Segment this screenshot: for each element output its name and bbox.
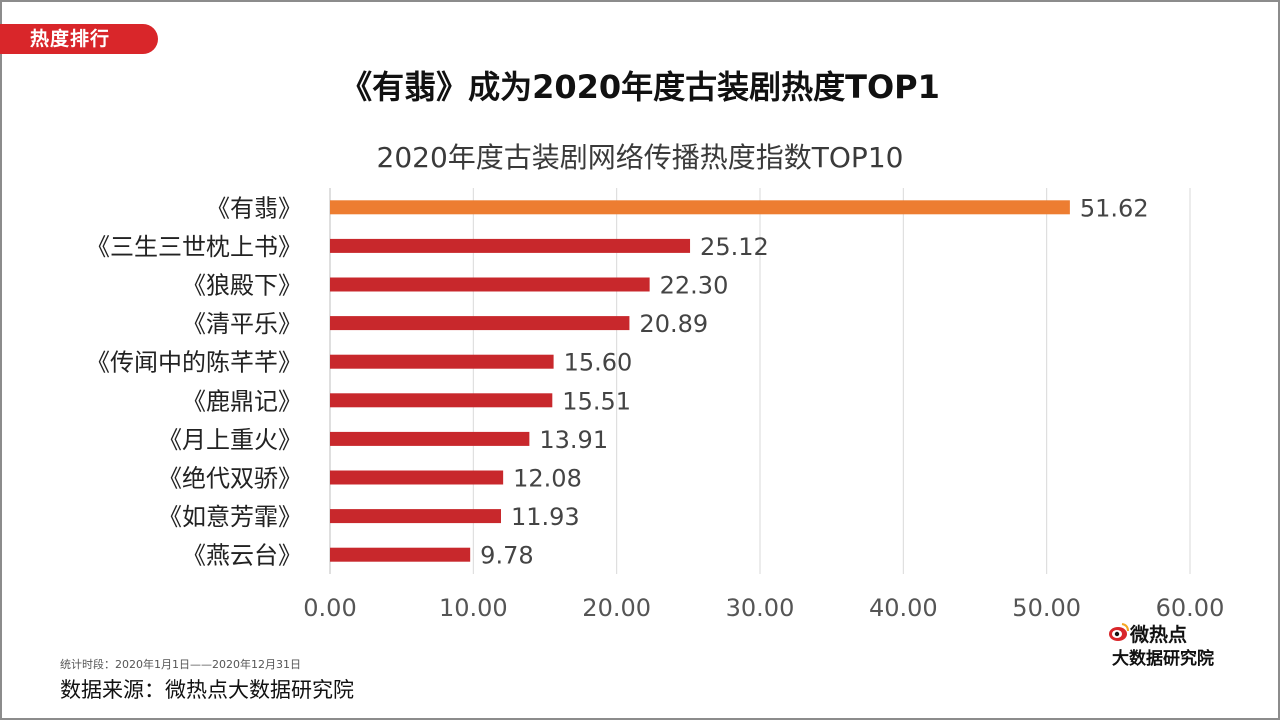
data-label: 13.91 [539,426,608,454]
data-source: 数据来源：微热点大数据研究院 [60,678,354,702]
data-label: 51.62 [1080,194,1149,222]
data-label: 20.89 [639,310,708,338]
headline: 《有翡》成为2020年度古装剧热度TOP1 [340,68,940,106]
category-label: 《三生三世枕上书》 [86,233,302,261]
bar [330,277,650,292]
bar [330,200,1070,215]
bar [330,509,501,524]
statistics-period: 统计时段：2020年1月1日——2020年12月31日 [60,658,301,671]
bar [330,238,691,253]
ranking-tag: 热度排行 [0,24,158,54]
data-label: 15.51 [562,387,631,415]
x-tick-label: 40.00 [869,594,938,622]
x-tick-label: 0.00 [303,594,356,622]
logo-line-1: 微热点 [1130,624,1188,646]
data-label: 12.08 [513,465,582,493]
bar [330,316,630,331]
weibo-eye-icon [1109,623,1129,641]
category-label: 《如意芳霏》 [158,503,302,531]
data-label: 15.60 [564,349,633,377]
chart-title: 2020年度古装剧网络传播热度指数TOP10 [376,141,904,174]
category-label: 《月上重火》 [158,426,302,454]
category-label: 《绝代双骄》 [158,465,302,493]
data-label: 25.12 [700,233,769,261]
category-label: 《清平乐》 [182,310,302,338]
data-label: 9.78 [480,542,533,570]
bar [330,431,530,446]
x-tick-label: 60.00 [1156,594,1225,622]
category-label: 《传闻中的陈芊芊》 [86,349,302,377]
x-tick-label: 10.00 [439,594,508,622]
bar [330,470,504,485]
category-label: 《燕云台》 [182,542,302,570]
bar [330,393,553,408]
data-label: 22.30 [660,272,729,300]
bar [330,547,471,562]
x-tick-label: 20.00 [582,594,651,622]
category-label: 《狼殿下》 [182,272,302,300]
x-tick-label: 50.00 [1012,594,1081,622]
bar [330,354,554,369]
category-label: 《鹿鼎记》 [182,387,302,415]
logo-line-2: 大数据研究院 [1112,649,1214,669]
data-label: 11.93 [511,503,580,531]
x-tick-label: 30.00 [726,594,795,622]
category-label: 《有翡》 [206,194,302,222]
weiredian-logo: 微热点 大数据研究院 [1108,620,1238,670]
